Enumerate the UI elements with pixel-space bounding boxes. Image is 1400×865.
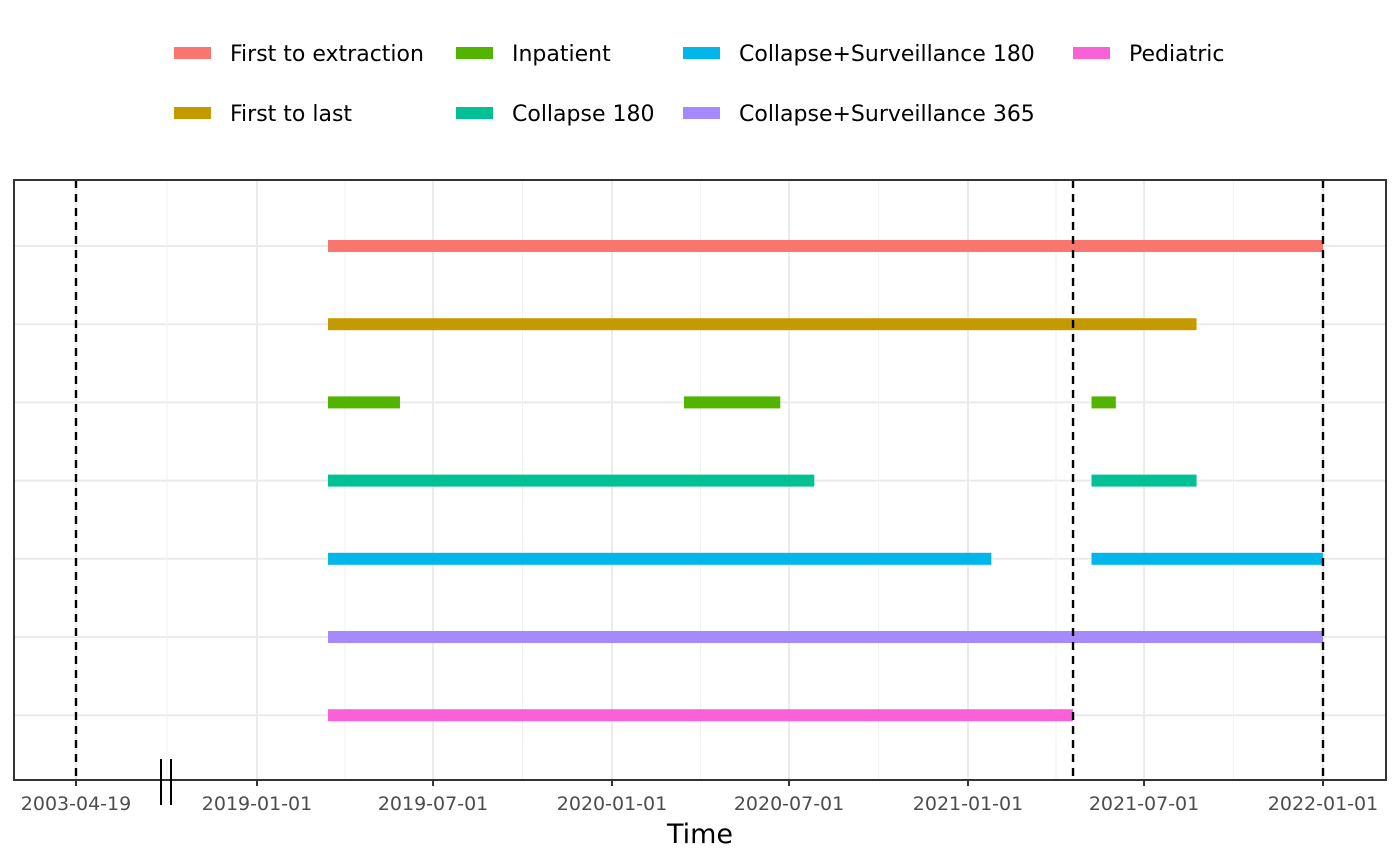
- legend-label: Inpatient: [512, 42, 611, 67]
- legend-swatch: [683, 107, 720, 119]
- bar-collapse-surveillance-365: [328, 631, 1323, 643]
- x-tick-label: 2003-04-19: [21, 793, 131, 815]
- legend-label: Collapse+Surveillance 180: [739, 42, 1035, 67]
- plot-border: [13, 179, 1387, 781]
- series-bars: [328, 240, 1323, 722]
- x-tick-label: 2020-07-01: [734, 793, 844, 815]
- legend-label: Collapse+Surveillance 365: [739, 102, 1035, 127]
- legend: First to extraction First to last Inpatien…: [174, 42, 1224, 127]
- bar-first-to-last: [328, 318, 1197, 331]
- bar-collapse-180: [1091, 474, 1197, 487]
- legend-item-first-to-last: First to last: [174, 102, 352, 127]
- legend-swatch: [174, 107, 211, 119]
- bar-inpatient: [1091, 396, 1116, 409]
- legend-swatch: [174, 47, 211, 59]
- bar-pediatric: [328, 709, 1074, 722]
- legend-item-pediatric: Pediatric: [1073, 42, 1224, 67]
- legend-swatch: [1073, 47, 1110, 59]
- x-tick-label: 2020-01-01: [557, 793, 667, 815]
- x-tick-label: 2021-01-01: [913, 793, 1023, 815]
- legend-label: First to last: [230, 102, 352, 127]
- legend-label: Collapse 180: [512, 102, 654, 127]
- legend-item-inpatient: Inpatient: [456, 42, 611, 67]
- bar-inpatient: [328, 396, 400, 409]
- reference-lines: [74, 180, 1325, 780]
- legend-label: First to extraction: [230, 42, 424, 67]
- legend-swatch: [456, 47, 493, 59]
- x-tick-label: 2019-01-01: [202, 793, 312, 815]
- bar-inpatient: [683, 396, 781, 409]
- bar-collapse-surveillance-180: [1091, 552, 1323, 565]
- legend-item-collapse-surveillance-180: Collapse+Surveillance 180: [683, 42, 1035, 67]
- x-axis-title: Time: [666, 819, 733, 850]
- bar-collapse-surveillance-180: [328, 552, 992, 565]
- bar-collapse-180: [328, 474, 815, 487]
- legend-swatch: [683, 47, 720, 59]
- x-tick-label: 2019-07-01: [378, 793, 488, 815]
- legend-item-collapse-surveillance-365: Collapse+Surveillance 365: [683, 102, 1035, 127]
- bar-first-to-extraction: [328, 240, 1323, 252]
- legend-label: Pediatric: [1129, 42, 1224, 67]
- axis-break-marker: [160, 759, 172, 805]
- x-axis: 2003-04-19 2019-01-01 2019-07-01 2020-01-01…: [21, 780, 1378, 815]
- x-tick-label: 2021-07-01: [1089, 793, 1199, 815]
- legend-swatch: [456, 107, 493, 119]
- x-tick-label: 2022-01-01: [1268, 793, 1378, 815]
- legend-item-collapse-180: Collapse 180: [456, 102, 654, 127]
- legend-item-first-to-extraction: First to extraction: [174, 42, 424, 67]
